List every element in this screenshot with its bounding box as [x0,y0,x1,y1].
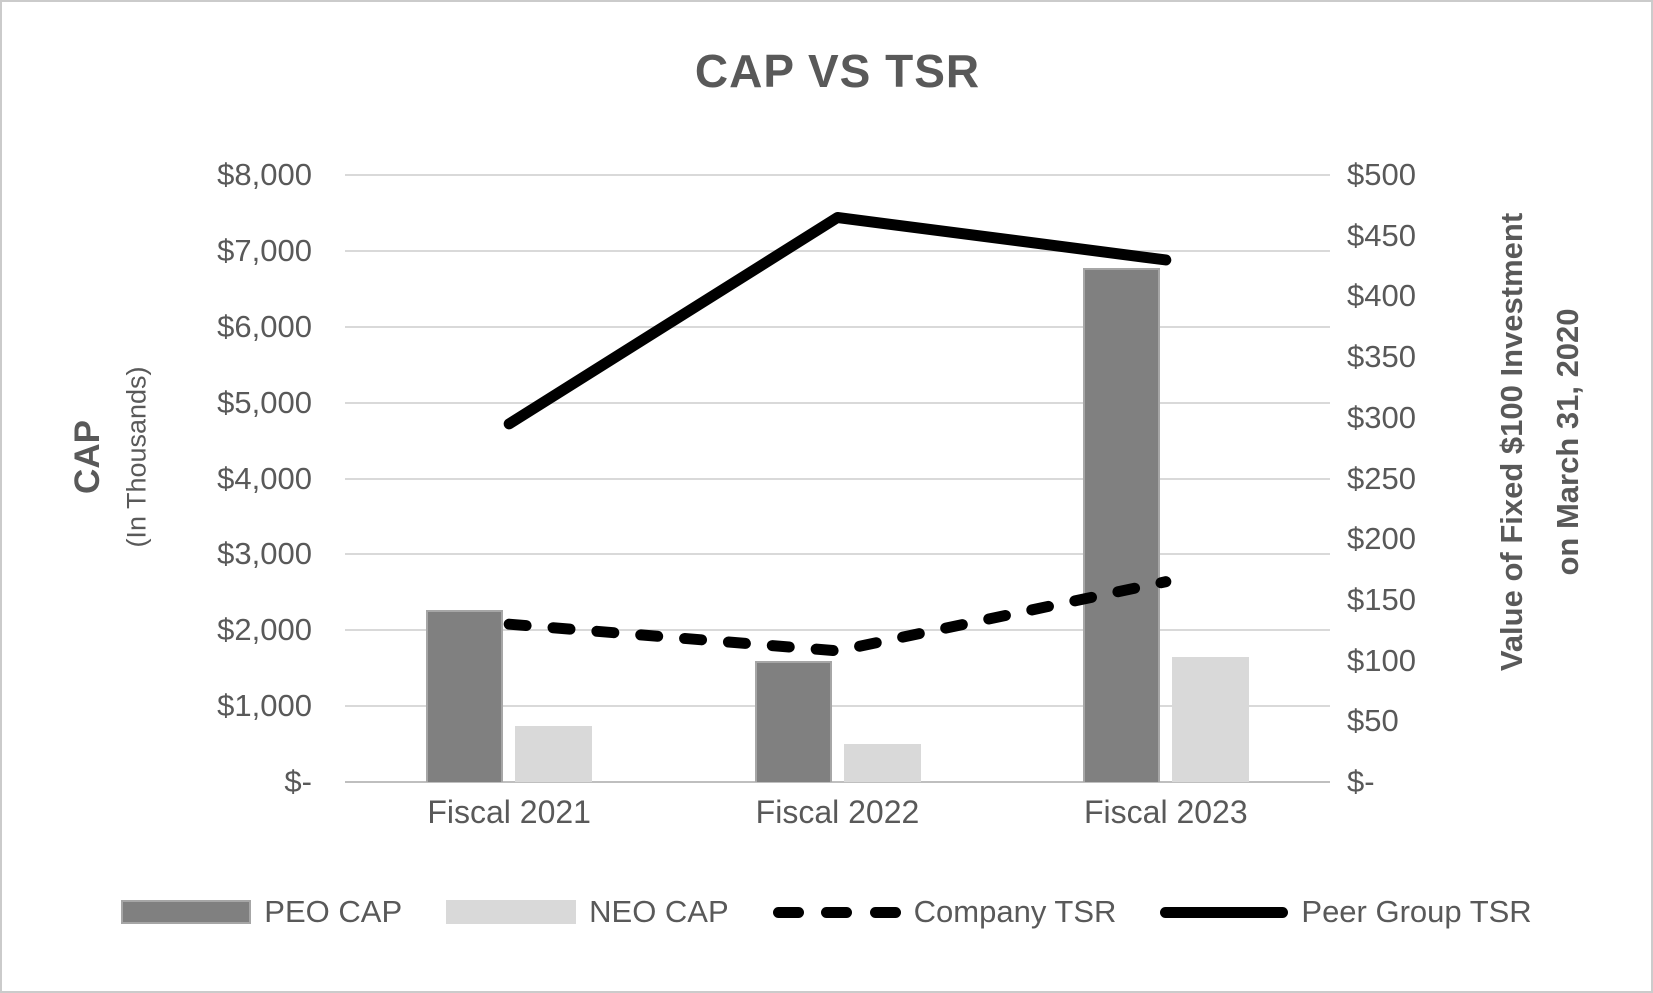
legend-swatch-peo-cap [121,900,252,924]
x-axis-label-fiscal-2021: Fiscal 2021 [427,794,591,830]
gridline [345,325,1330,328]
bar-peo-cap-fiscal-2022 [754,660,832,782]
legend-swatch-neo-cap [446,900,577,924]
left-axis-tick: $4,000 [217,460,312,496]
right-axis-tick: $- [1347,764,1375,799]
left-axis-title: CAP [68,420,107,494]
legend-dash-segment [772,906,804,918]
legend-dash-segment [821,906,853,918]
gridline [345,477,1330,480]
right-axis-tick: $500 [1347,157,1416,192]
left-axis-tick: $6,000 [217,308,312,344]
left-axis-tick: $5,000 [217,384,312,420]
gridline [345,705,1330,708]
legend-item-peer-group-tsr: Peer Group TSR [1160,894,1532,930]
x-axis-label-fiscal-2023: Fiscal 2023 [1084,794,1248,830]
left-axis-tick: $- [284,764,312,799]
legend-swatch-peer-group-tsr [1160,906,1289,918]
right-axis-tick: $150 [1347,581,1416,617]
x-axis-label-fiscal-2022: Fiscal 2022 [755,794,920,830]
left-axis-tick: $7,000 [217,232,312,268]
legend-item-neo-cap: NEO CAP [446,894,729,930]
legend-label-peer-group-tsr: Peer Group TSR [1301,894,1532,929]
gridline [345,401,1330,404]
right-axis-tick: $450 [1347,217,1416,253]
legend-label-neo-cap: NEO CAP [589,894,729,929]
legend-swatch-company-tsr [772,906,901,918]
line-company-tsr [503,576,1172,657]
bar-peo-cap-fiscal-2023 [1082,268,1160,782]
left-axis-tick: $3,000 [217,536,312,572]
right-axis-tick: $250 [1347,460,1416,496]
right-axis-tick: $200 [1347,521,1416,557]
chart-title: CAP VS TSR [694,45,981,97]
legend: PEO CAP NEO CAP Company TSR Peer Group TSR [2,894,1651,930]
right-axis-tick: $100 [1347,642,1416,678]
line-peer-group-tsr [503,211,1172,430]
legend-item-peo-cap: PEO CAP [121,894,402,930]
right-axis-tick: $350 [1347,339,1416,375]
x-axis-line [345,781,1330,783]
bar-peo-cap-fiscal-2021 [426,609,504,782]
bar-neo-cap-fiscal-2023 [1171,656,1249,782]
legend-label-peo-cap: PEO CAP [264,894,403,929]
legend-dash-segment [869,906,901,918]
left-axis-tick: $1,000 [217,688,312,724]
right-axis-title-line2: on March 31, 2020 [1550,308,1585,576]
right-axis-tick: $400 [1347,278,1416,314]
gridline [345,174,1330,176]
legend-item-company-tsr: Company TSR [772,894,1117,930]
right-axis-title-line1: Value of Fixed $100 Investment [1494,212,1529,672]
right-axis-title: Value of Fixed $100 Investment on March … [1484,213,1596,671]
bar-neo-cap-fiscal-2021 [515,725,593,782]
left-axis-tick: $2,000 [217,612,312,648]
legend-label-company-tsr: Company TSR [913,894,1117,929]
bar-neo-cap-fiscal-2022 [843,744,921,782]
gridline [345,249,1330,252]
gridline [345,553,1330,556]
right-axis-tick: $50 [1347,703,1399,739]
left-axis-tick: $8,000 [217,157,312,192]
right-axis-tick: $300 [1347,399,1416,435]
